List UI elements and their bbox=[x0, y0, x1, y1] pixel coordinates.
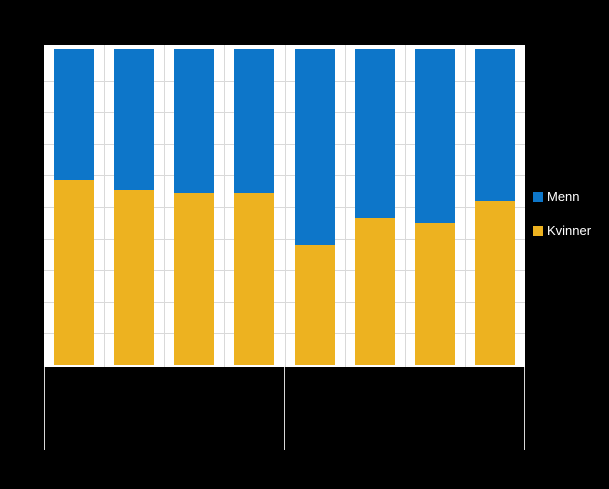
vertical-gridline bbox=[164, 45, 166, 367]
kvinner-series-swatch-icon bbox=[533, 226, 543, 236]
legend-item-kvinner: Kvinner bbox=[533, 224, 591, 238]
vertical-gridline bbox=[284, 45, 286, 367]
legend-label-menn: Menn bbox=[547, 189, 580, 204]
vertical-gridline bbox=[464, 45, 466, 367]
bar-segment-menn-1 bbox=[54, 49, 95, 181]
stacked-bar-8 bbox=[474, 49, 515, 365]
bar-segment-menn-2 bbox=[114, 49, 155, 190]
vertical-gridline bbox=[404, 45, 406, 367]
category-group-separator-left bbox=[44, 367, 45, 450]
bar-segment-kvinner-1 bbox=[54, 180, 95, 365]
bar-segment-menn-3 bbox=[174, 49, 215, 193]
bar-segment-menn-7 bbox=[414, 49, 455, 223]
vertical-gridline bbox=[344, 45, 346, 367]
bar-segment-menn-4 bbox=[234, 49, 275, 193]
category-group-separator-middle bbox=[284, 367, 285, 450]
bar-segment-kvinner-8 bbox=[474, 200, 515, 365]
menn-series-swatch-icon bbox=[533, 192, 543, 202]
bar-segment-kvinner-6 bbox=[354, 218, 395, 365]
stacked-bar-3 bbox=[174, 49, 215, 365]
bar-segment-menn-8 bbox=[474, 49, 515, 201]
vertical-gridline bbox=[224, 45, 226, 367]
bar-segment-menn-6 bbox=[354, 49, 395, 219]
stacked-bar-2 bbox=[114, 49, 155, 365]
stacked-bar-6 bbox=[354, 49, 395, 365]
legend-item-menn: Menn bbox=[533, 190, 591, 204]
bar-segment-menn-5 bbox=[294, 49, 335, 245]
plot-area bbox=[44, 45, 525, 367]
category-group-separator-right bbox=[524, 367, 525, 450]
bar-segment-kvinner-3 bbox=[174, 192, 215, 365]
bar-segment-kvinner-7 bbox=[414, 222, 455, 365]
bar-segment-kvinner-4 bbox=[234, 192, 275, 365]
stacked-bar-1 bbox=[54, 49, 95, 365]
vertical-gridline bbox=[104, 45, 106, 367]
bar-segment-kvinner-5 bbox=[294, 244, 335, 365]
stacked-bar-4 bbox=[234, 49, 275, 365]
legend-label-kvinner: Kvinner bbox=[547, 223, 592, 238]
bar-segment-kvinner-2 bbox=[114, 189, 155, 365]
stacked-bar-5 bbox=[294, 49, 335, 365]
stacked-bar-7 bbox=[414, 49, 455, 365]
legend: Menn Kvinner bbox=[533, 190, 591, 258]
